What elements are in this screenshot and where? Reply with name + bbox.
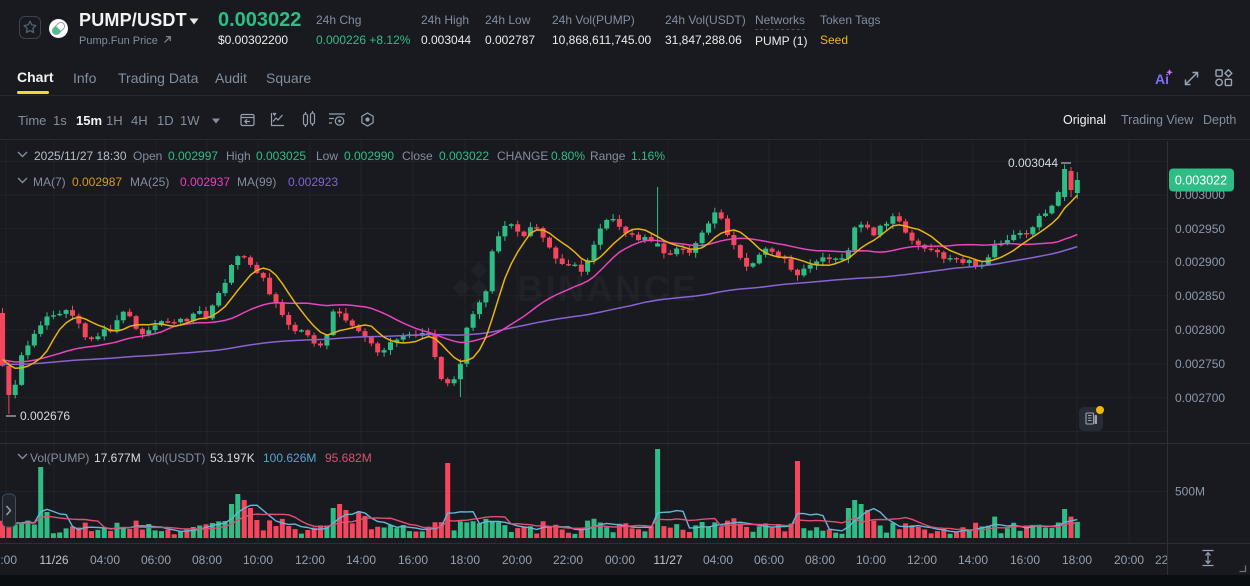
svg-text:95.682M: 95.682M [325, 451, 372, 465]
svg-text:Open: Open [133, 149, 162, 163]
svg-text:17.677M: 17.677M [94, 451, 141, 465]
svg-text:10:00: 10:00 [856, 553, 886, 567]
svg-text:22:00: 22:00 [0, 553, 17, 567]
svg-text:0.003044: 0.003044 [1008, 156, 1058, 170]
svg-text:10:00: 10:00 [243, 553, 273, 567]
svg-text:Vol(USDT): Vol(USDT) [148, 451, 205, 465]
svg-text:0.002987: 0.002987 [72, 175, 122, 189]
svg-text:0.002676: 0.002676 [20, 409, 70, 423]
svg-text:100.626M: 100.626M [263, 451, 316, 465]
svg-text:08:00: 08:00 [805, 553, 835, 567]
svg-text:00:00: 00:00 [605, 553, 635, 567]
svg-text:0.002997: 0.002997 [168, 149, 218, 163]
svg-text:0.002990: 0.002990 [344, 149, 394, 163]
svg-text:MA(7): MA(7) [33, 175, 66, 189]
svg-text:500M: 500M [1175, 485, 1205, 499]
svg-text:16:00: 16:00 [398, 553, 428, 567]
svg-text:Close: Close [402, 149, 433, 163]
svg-text:BINANCE: BINANCE [517, 268, 699, 309]
svg-text:0.80%: 0.80% [551, 149, 585, 163]
svg-text:22:00: 22:00 [1155, 553, 1185, 567]
svg-text:14:00: 14:00 [958, 553, 988, 567]
svg-text:11/26: 11/26 [39, 553, 68, 567]
svg-text:06:00: 06:00 [754, 553, 784, 567]
svg-text:04:00: 04:00 [90, 553, 120, 567]
svg-text:11/27: 11/27 [653, 553, 682, 567]
svg-text:CHANGE: CHANGE [497, 149, 548, 163]
svg-text:0.002900: 0.002900 [1175, 255, 1225, 269]
svg-text:12:00: 12:00 [295, 553, 325, 567]
svg-text:0.003022: 0.003022 [1175, 174, 1227, 188]
svg-text:16:00: 16:00 [1010, 553, 1040, 567]
svg-text:0.002700: 0.002700 [1175, 391, 1225, 405]
svg-text:MA(99): MA(99) [237, 175, 276, 189]
svg-text:High: High [226, 149, 251, 163]
svg-text:12:00: 12:00 [907, 553, 937, 567]
svg-text:04:00: 04:00 [703, 553, 733, 567]
svg-text:0.002850: 0.002850 [1175, 289, 1225, 303]
svg-text:Low: Low [316, 149, 338, 163]
svg-text:0.002923: 0.002923 [288, 175, 338, 189]
svg-text:0.002750: 0.002750 [1175, 357, 1225, 371]
svg-text:MA(25): MA(25) [130, 175, 169, 189]
svg-text:0.002950: 0.002950 [1175, 222, 1225, 236]
svg-text:14:00: 14:00 [346, 553, 376, 567]
svg-text:2025/11/27 18:30: 2025/11/27 18:30 [34, 149, 127, 163]
svg-text:0.002800: 0.002800 [1175, 323, 1225, 337]
svg-text:20:00: 20:00 [1114, 553, 1144, 567]
svg-text:Ai: Ai [1155, 71, 1169, 87]
svg-text:1.16%: 1.16% [631, 149, 665, 163]
svg-text:Vol(PUMP): Vol(PUMP) [30, 451, 89, 465]
svg-text:06:00: 06:00 [141, 553, 171, 567]
svg-text:0.002937: 0.002937 [180, 175, 230, 189]
svg-text:Range: Range [590, 149, 626, 163]
svg-text:0.003025: 0.003025 [256, 149, 306, 163]
svg-text:20:00: 20:00 [502, 553, 532, 567]
svg-text:18:00: 18:00 [450, 553, 480, 567]
svg-text:18:00: 18:00 [1062, 553, 1092, 567]
svg-text:0.003000: 0.003000 [1175, 188, 1225, 202]
svg-text:0.003022: 0.003022 [439, 149, 489, 163]
svg-text:22:00: 22:00 [553, 553, 583, 567]
svg-text:53.197K: 53.197K [210, 451, 255, 465]
svg-text:08:00: 08:00 [192, 553, 222, 567]
